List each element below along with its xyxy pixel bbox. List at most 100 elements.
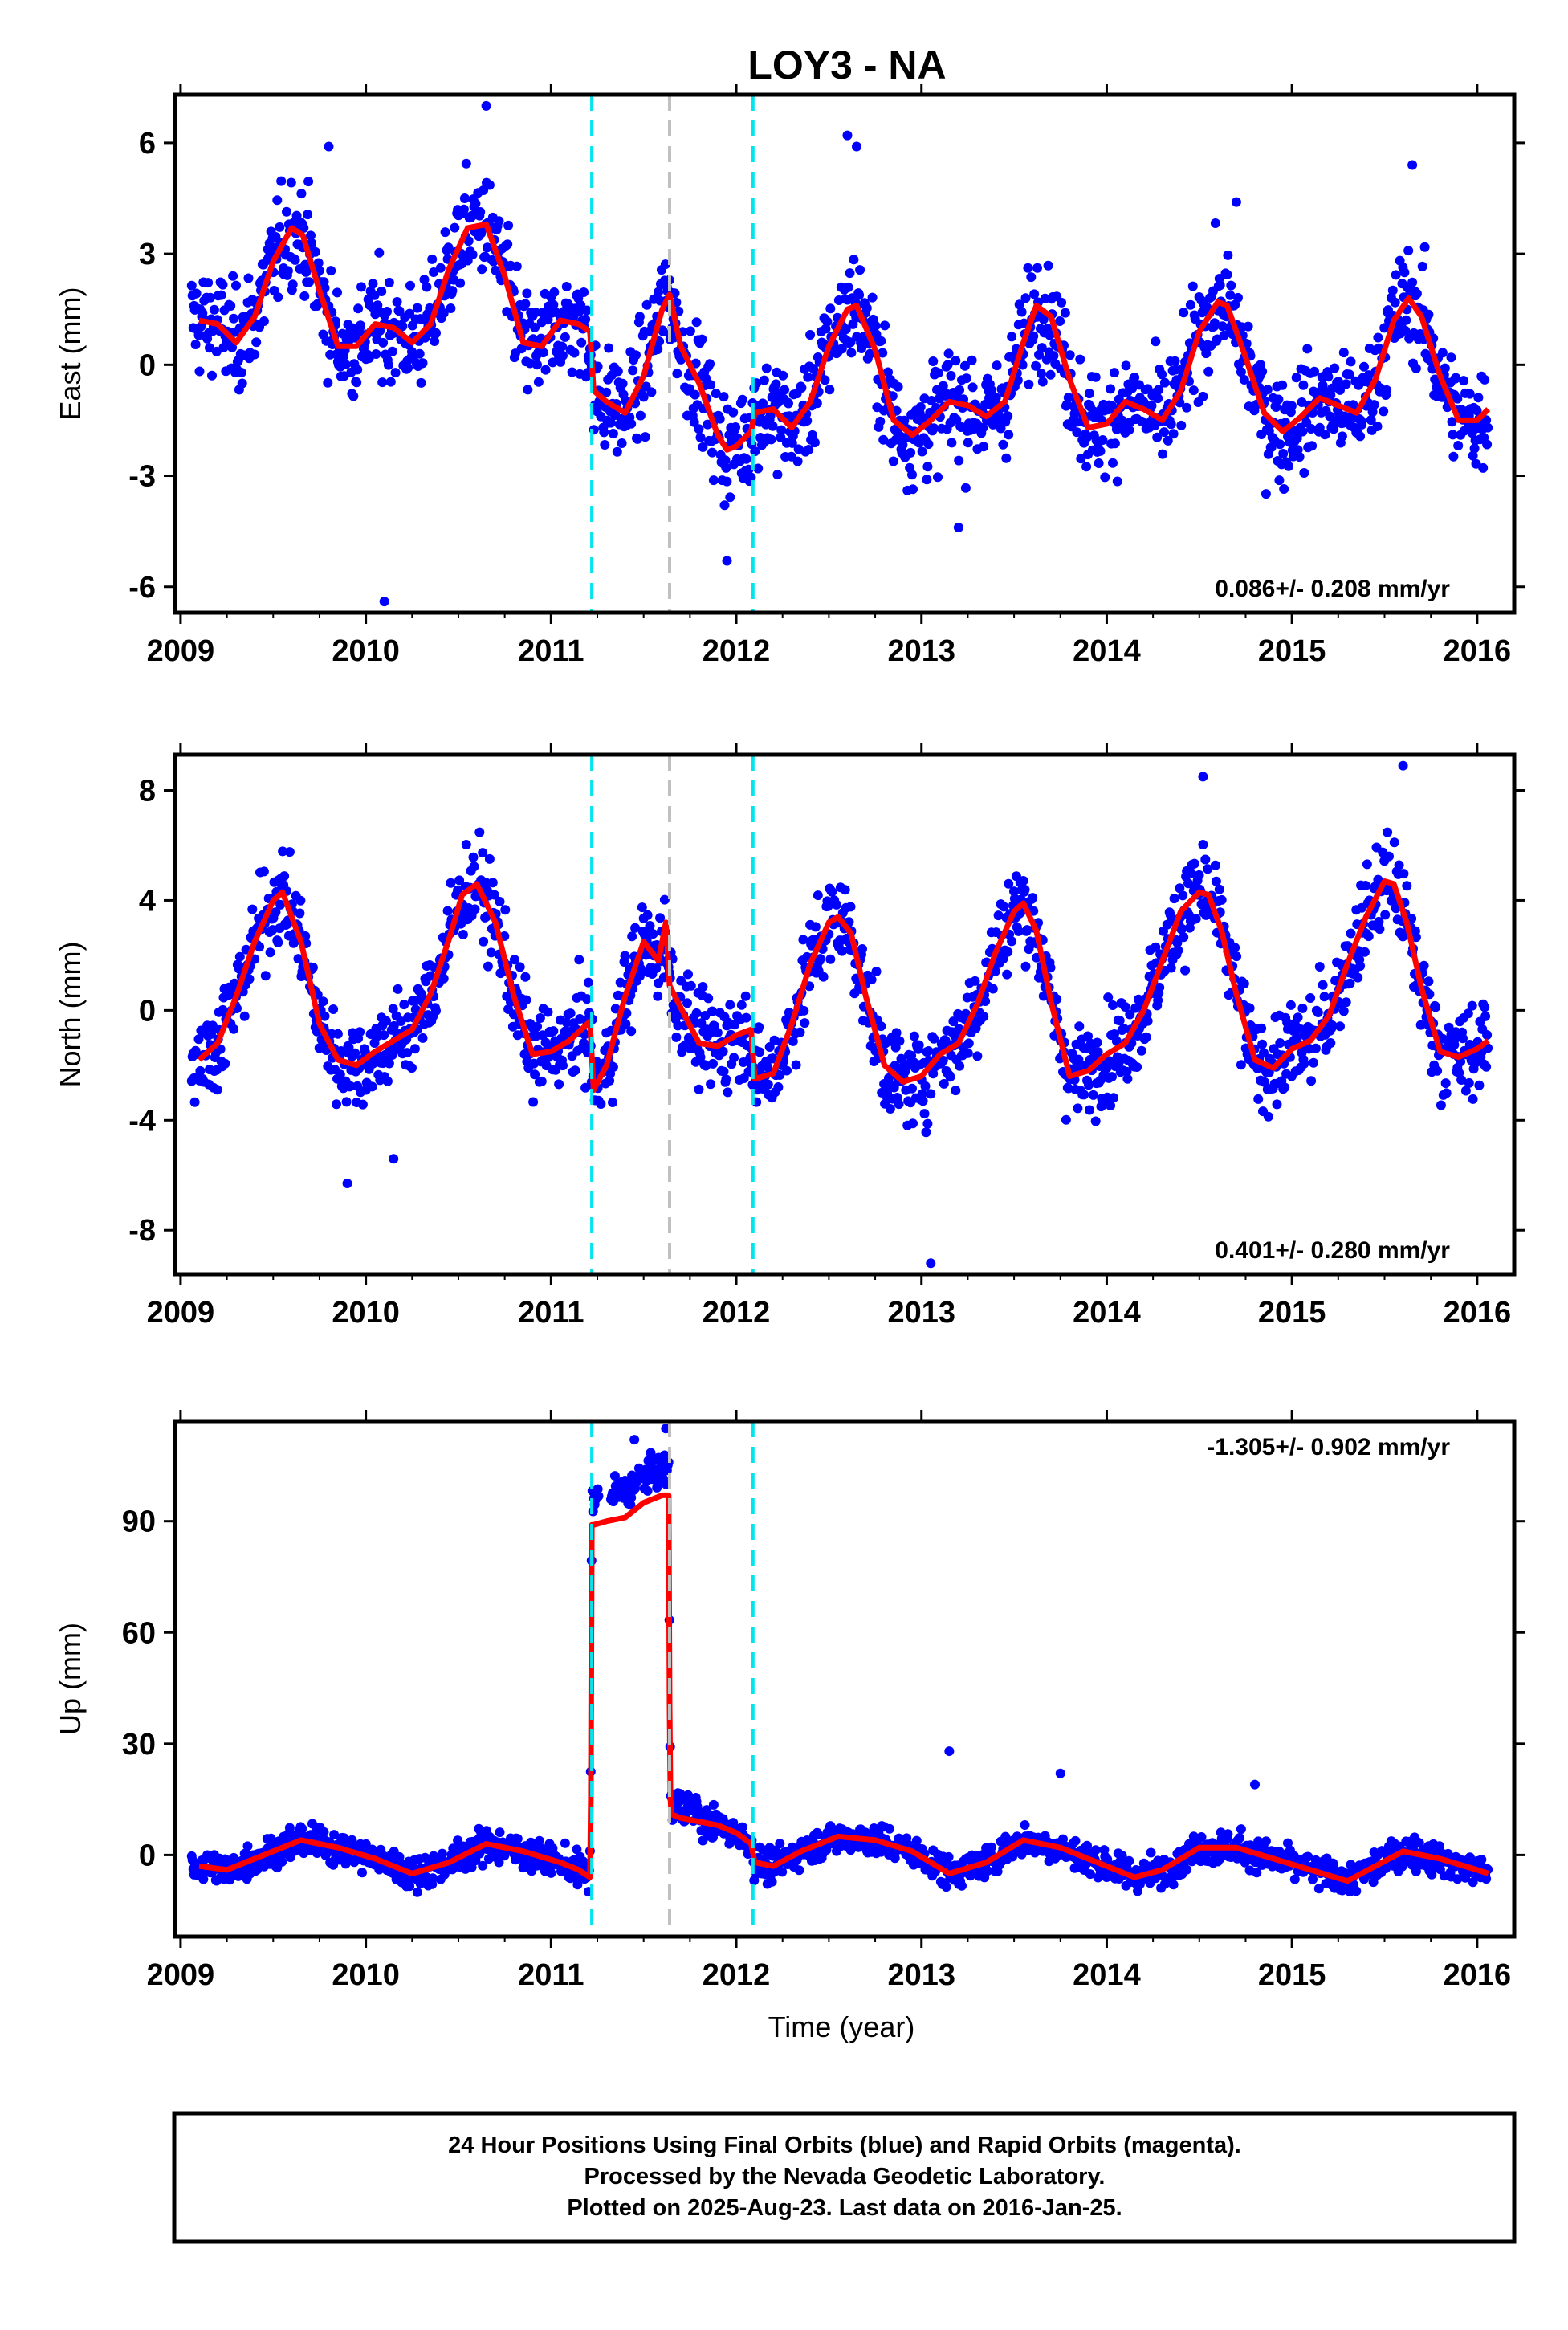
data-point (1117, 415, 1127, 426)
data-point (1088, 1090, 1098, 1100)
y-tick-label: -8 (128, 1214, 156, 1248)
data-point (845, 902, 856, 912)
data-point (815, 954, 825, 964)
data-point (953, 523, 963, 533)
data-point (503, 220, 514, 230)
data-point (1441, 1088, 1452, 1098)
data-point (802, 416, 813, 426)
data-point (486, 947, 496, 958)
data-point (703, 993, 714, 1004)
data-point (1344, 369, 1354, 380)
data-point (1271, 402, 1281, 412)
data-point (332, 287, 342, 298)
data-point (560, 332, 570, 342)
data-point (799, 1005, 809, 1016)
data-point (1203, 366, 1214, 377)
data-point (1257, 366, 1268, 377)
data-point (1045, 369, 1056, 380)
data-point (914, 1040, 924, 1050)
data-point (948, 1016, 959, 1027)
data-point (1464, 389, 1475, 399)
data-point (1004, 878, 1014, 889)
data-point (356, 282, 366, 292)
data-point (698, 442, 708, 452)
data-point (1043, 260, 1053, 271)
data-point (1065, 350, 1075, 360)
data-point (390, 368, 401, 378)
data-point (961, 373, 971, 384)
data-point (1239, 375, 1249, 385)
data-point (773, 1082, 784, 1092)
plot-area (175, 755, 1514, 1274)
data-point (1057, 297, 1067, 308)
data-point (608, 1062, 618, 1072)
data-point (885, 1104, 895, 1114)
data-point (1327, 1020, 1338, 1030)
data-point (634, 312, 645, 322)
data-point (1028, 893, 1038, 903)
data-point (1355, 431, 1366, 442)
data-point (450, 222, 460, 233)
data-point (313, 258, 324, 268)
data-point (218, 279, 228, 290)
data-point (299, 222, 309, 233)
data-point (880, 320, 890, 331)
data-point (967, 382, 978, 393)
data-point (211, 346, 222, 356)
data-point (443, 242, 454, 253)
data-point (1003, 411, 1013, 422)
data-point (453, 885, 463, 895)
data-point (648, 929, 658, 939)
data-point (915, 402, 926, 412)
data-point (570, 1065, 580, 1076)
data-point (580, 314, 591, 324)
data-point (318, 996, 328, 1007)
data-point (659, 894, 670, 905)
data-point (1453, 441, 1464, 450)
data-point (495, 897, 505, 906)
data-point (1459, 376, 1468, 386)
data-point (1482, 1030, 1493, 1040)
data-point (531, 308, 540, 318)
data-point (1330, 363, 1340, 373)
data-point (959, 360, 970, 371)
data-point (209, 304, 219, 315)
data-point (658, 326, 668, 336)
data-point (384, 1058, 394, 1069)
data-point (1411, 363, 1421, 373)
data-point (1092, 1037, 1102, 1048)
data-point (599, 427, 609, 438)
data-point (1226, 280, 1236, 291)
data-point (621, 1019, 631, 1029)
data-point (691, 1008, 702, 1018)
data-point (220, 1058, 230, 1069)
y-axis-label: East (mm) (54, 287, 87, 421)
data-point (557, 341, 567, 352)
data-point (1142, 384, 1153, 394)
data-point (1480, 1002, 1490, 1012)
data-point (729, 1053, 739, 1063)
data-point (1335, 385, 1345, 395)
data-point (929, 1033, 939, 1044)
data-point (259, 316, 269, 326)
data-point (416, 377, 426, 388)
data-point (986, 1842, 996, 1852)
data-point (530, 1069, 540, 1080)
data-point (1275, 1038, 1285, 1048)
data-point (683, 969, 693, 980)
data-point (1380, 910, 1391, 920)
data-point (228, 271, 238, 281)
data-point (565, 1008, 576, 1019)
data-point (431, 328, 441, 338)
data-point (645, 921, 655, 931)
data-point (1198, 840, 1208, 849)
data-point (941, 1882, 951, 1892)
data-point (788, 1036, 798, 1046)
data-point (1018, 876, 1028, 886)
data-point (641, 299, 652, 310)
data-point (1467, 1000, 1477, 1011)
data-point (207, 1020, 218, 1031)
data-point (1235, 1833, 1244, 1843)
data-point (927, 396, 937, 405)
data-point (768, 421, 778, 431)
